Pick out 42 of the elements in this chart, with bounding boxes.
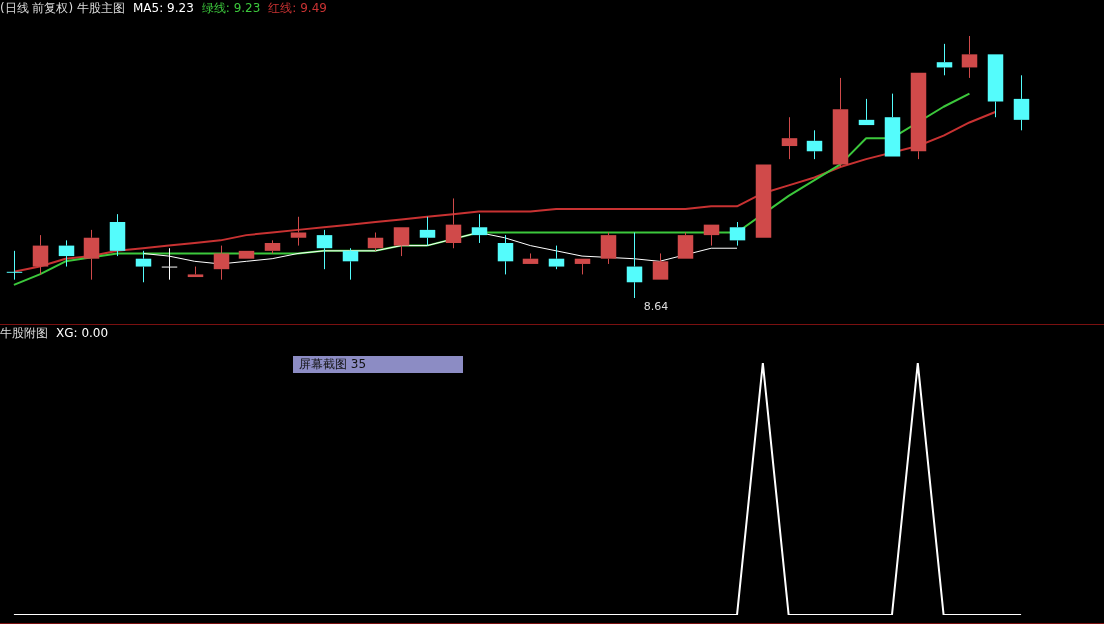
candlestick (574, 258, 591, 275)
candlestick (342, 247, 359, 281)
candlestick (858, 98, 875, 126)
candlestick (264, 239, 281, 254)
candlestick (109, 213, 126, 257)
chart-title: 牛股附图 (0, 324, 48, 342)
candlestick (729, 221, 746, 247)
text: XG: 0.00 (56, 326, 109, 340)
candlestick (781, 116, 798, 160)
chart-title: (日线 前复权) 牛股主图 (0, 0, 125, 17)
candlestick (83, 229, 100, 281)
text: 绿线: 9.23 (201, 0, 261, 17)
candlestick (419, 216, 436, 247)
candlestick (58, 239, 75, 268)
candlestick (987, 54, 1004, 118)
candlestick (936, 43, 953, 76)
candlestick (884, 93, 901, 157)
text: MA5: 9.23 (133, 1, 194, 15)
candlestick (6, 250, 23, 281)
text: 红线: 9.49 (268, 0, 327, 17)
candlestick (471, 213, 488, 244)
candlestick (703, 224, 720, 247)
candlestick (393, 227, 410, 257)
candlestick (961, 35, 978, 79)
candlestick (652, 252, 669, 280)
candlestick (367, 232, 384, 252)
candlestick (135, 250, 152, 283)
candlestick (832, 77, 849, 168)
candlestick (445, 197, 462, 249)
candlestick (316, 229, 333, 270)
candlestick (522, 252, 539, 264)
candlestick (910, 72, 927, 160)
candlestick (806, 129, 823, 160)
candlestick (290, 216, 307, 247)
candlestick (213, 245, 230, 281)
candlestick (548, 245, 565, 270)
candlestick (497, 234, 514, 275)
candlestick (626, 232, 643, 299)
candlestick (32, 234, 49, 275)
text: 8.64 (643, 299, 669, 313)
screenshot-tooltip: 屏幕截图 35 (293, 356, 463, 373)
candlestick (1013, 74, 1030, 131)
